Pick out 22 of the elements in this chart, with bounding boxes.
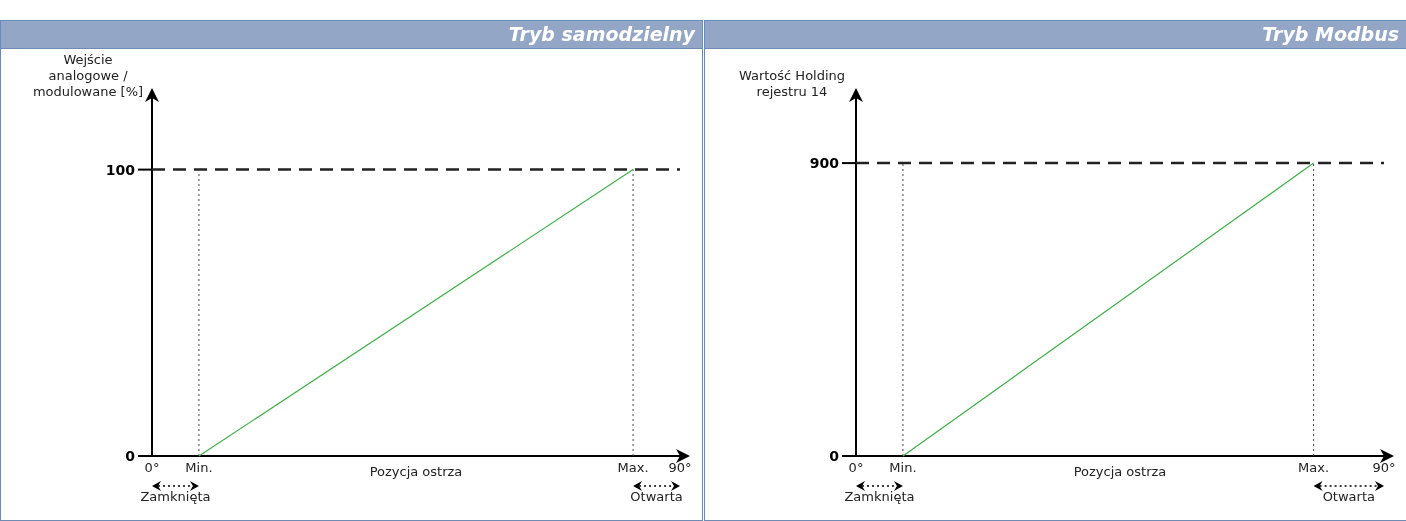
y-axis-title: Wartość Holding rejestru 14 — [738, 68, 846, 99]
chart-title: Tryb Modbus — [1262, 23, 1399, 45]
text: Zamknięta — [844, 489, 915, 504]
x-tick-label: 90° — [1372, 460, 1396, 475]
x-tick-label: 0° — [848, 460, 864, 475]
y-axis-title: Wejście analogowe / modulowane [%] — [32, 52, 144, 99]
y-tick-label: 100 — [105, 161, 136, 178]
y-tick-label: 0 — [829, 448, 840, 464]
x-tick-label: Max. — [617, 460, 649, 475]
text: Otwarta — [630, 489, 683, 504]
x-tick-label: Max. — [1298, 460, 1330, 475]
y-tick-label: 0 — [125, 448, 136, 464]
text: Zamknięta — [140, 489, 211, 504]
x-tick-label: Min. — [889, 460, 917, 475]
x-axis-title: Pozycja ostrza — [369, 464, 463, 479]
x-tick-label: Min. — [185, 460, 213, 475]
y-tick-label: 900 — [809, 155, 840, 172]
text: Otwarta — [1322, 489, 1375, 504]
x-tick-label: 90° — [668, 460, 692, 475]
x-axis-title: Pozycja ostrza — [1073, 464, 1167, 479]
chart-title: Tryb samodzielny — [508, 23, 697, 45]
x-tick-label: 0° — [144, 460, 160, 475]
